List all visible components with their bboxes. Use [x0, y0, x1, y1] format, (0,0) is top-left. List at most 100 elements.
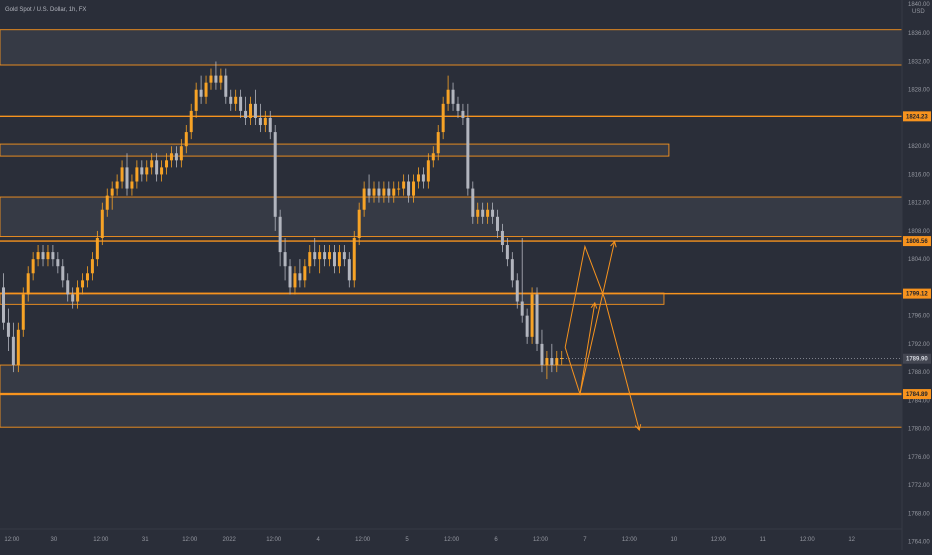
candle	[510, 252, 514, 288]
candle-body	[150, 160, 154, 168]
candle	[352, 230, 356, 288]
projection-layer	[564, 240, 642, 432]
price-label: 1784.89	[903, 389, 931, 400]
candle	[214, 61, 218, 90]
time-tick-label: 12:00	[4, 537, 20, 543]
candle	[61, 259, 65, 288]
candle-body	[446, 89, 450, 104]
candle	[253, 89, 257, 126]
candle	[130, 174, 134, 196]
zone-rectangle	[0, 364, 903, 394]
candle-body	[165, 160, 169, 168]
candle	[16, 322, 20, 373]
candle-body	[145, 167, 149, 175]
candle-body	[402, 181, 406, 189]
candle-body	[258, 117, 262, 126]
candle-body	[31, 259, 35, 274]
price-tick-label: 1828.00	[908, 88, 930, 94]
time-tick-label: 12:00	[266, 537, 282, 543]
time-tick-label: 12:00	[355, 537, 371, 543]
time-tick-label: 12:00	[93, 537, 109, 543]
projection-path	[564, 244, 640, 431]
time-tick-label: 12	[848, 537, 855, 543]
candle-body	[486, 209, 490, 217]
candle	[224, 68, 228, 104]
price-label-box	[903, 353, 931, 364]
candle-body	[530, 294, 534, 337]
candle-body	[110, 188, 114, 196]
candle-body	[135, 167, 139, 182]
candle-body	[51, 252, 55, 260]
candle-body	[11, 336, 15, 366]
candle	[466, 103, 470, 196]
candle	[36, 245, 40, 267]
time-tick-label: 12:00	[182, 537, 198, 543]
candle	[105, 188, 109, 217]
candle	[303, 259, 307, 288]
candle-body	[303, 266, 307, 281]
candle	[496, 209, 499, 238]
candle	[184, 125, 188, 154]
candle	[332, 245, 336, 274]
price-label-box	[903, 111, 931, 122]
time-tick-label: 7	[583, 537, 587, 543]
candle	[392, 181, 396, 203]
candle	[273, 125, 277, 231]
zone-rectangle	[0, 143, 670, 157]
candle	[135, 160, 139, 189]
candle	[71, 287, 75, 309]
candle	[491, 202, 495, 224]
candle-body	[273, 132, 277, 217]
price-label-text: 1789.90	[906, 357, 928, 363]
candle	[160, 160, 164, 182]
candle-body	[283, 252, 287, 267]
time-axis[interactable]: 12:00 30 12:00 31 12:00 2022 12:00 4 12:00 5 12:00…	[4, 537, 855, 543]
candle	[31, 252, 35, 281]
projection-arrowhead	[634, 424, 642, 432]
price-tick-label: 1768.00	[908, 511, 930, 517]
candle-body	[209, 75, 213, 83]
candle-body	[249, 103, 252, 118]
candle	[402, 174, 406, 196]
candle	[263, 110, 267, 133]
projection-arrowhead	[610, 240, 617, 248]
zone-rectangle	[0, 196, 903, 238]
candle	[155, 153, 159, 182]
levels-layer	[0, 115, 902, 395]
time-tick-label: 5	[405, 537, 409, 543]
candle-body	[481, 209, 485, 217]
candle	[6, 308, 10, 351]
candle-body	[125, 167, 129, 189]
candle-body	[194, 89, 198, 111]
candle	[323, 245, 327, 267]
candle-body	[431, 153, 435, 161]
candle-body	[268, 117, 272, 133]
price-tick-label: 1816.00	[908, 172, 930, 178]
candle	[244, 96, 248, 126]
price-label: 1824.23	[903, 111, 931, 122]
candle-body	[278, 216, 282, 253]
candle	[189, 103, 193, 140]
time-tick-label: 30	[51, 537, 58, 543]
candle-body	[85, 273, 89, 281]
symbol-title: Gold Spot / U.S. Dollar, 1h, FX	[5, 7, 86, 13]
candle	[421, 167, 425, 189]
candle	[461, 103, 465, 126]
price-tick-label: 1820.00	[908, 144, 930, 150]
candle	[81, 273, 85, 295]
candle	[51, 245, 55, 267]
candle	[219, 68, 223, 90]
candle	[90, 252, 94, 281]
candle	[115, 174, 119, 196]
candle-body	[105, 195, 109, 210]
time-tick-label: 31	[142, 537, 149, 543]
candle-body	[342, 252, 346, 260]
candle-body	[115, 181, 119, 189]
candle	[505, 237, 509, 267]
candle-body	[535, 294, 539, 344]
candle	[85, 266, 89, 288]
price-axis[interactable]: 1836.00 1832.00 1828.00 1820.00 1816.00 1812.…	[908, 31, 930, 545]
candle-body	[6, 322, 10, 337]
candle-body	[357, 209, 361, 238]
candle-body	[81, 280, 85, 288]
